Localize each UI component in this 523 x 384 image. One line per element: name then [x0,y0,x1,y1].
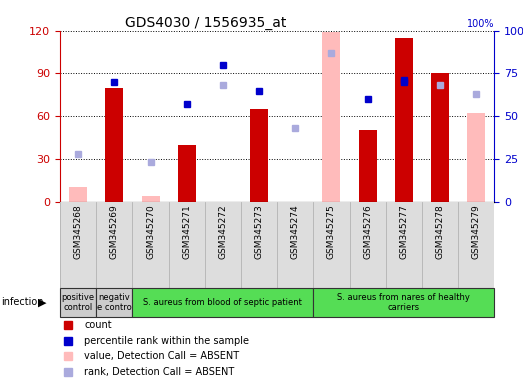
Bar [178,145,196,202]
Text: S. aureus from nares of healthy
carriers: S. aureus from nares of healthy carriers [337,293,470,312]
Bar [105,88,123,202]
Bar [132,288,313,317]
Text: negativ
e contro: negativ e contro [97,293,132,312]
Text: GSM345279: GSM345279 [472,204,481,259]
Text: count: count [84,320,111,330]
Text: GDS4030 / 1556935_at: GDS4030 / 1556935_at [126,16,287,30]
Bar [359,131,377,202]
Text: GSM345268: GSM345268 [74,204,83,259]
Text: GSM345269: GSM345269 [110,204,119,259]
Bar [467,113,485,202]
Bar [142,196,160,202]
Text: rank, Detection Call = ABSENT: rank, Detection Call = ABSENT [84,367,234,377]
Bar [96,288,132,317]
Text: GSM345273: GSM345273 [255,204,264,259]
Text: GSM345277: GSM345277 [399,204,408,259]
Text: GSM345272: GSM345272 [219,204,228,259]
Bar [60,288,96,317]
Text: GSM345270: GSM345270 [146,204,155,259]
Text: GSM345275: GSM345275 [327,204,336,259]
Text: GSM345274: GSM345274 [291,204,300,259]
Text: ▶: ▶ [38,297,47,308]
Text: 100%: 100% [467,19,494,29]
Bar [431,73,449,202]
Text: GSM345271: GSM345271 [182,204,191,259]
Bar [69,187,87,202]
Text: infection: infection [1,297,43,308]
Text: positive
control: positive control [62,293,95,312]
Text: value, Detection Call = ABSENT: value, Detection Call = ABSENT [84,351,239,361]
Text: S. aureus from blood of septic patient: S. aureus from blood of septic patient [143,298,302,307]
Bar [313,288,494,317]
Text: GSM345276: GSM345276 [363,204,372,259]
Bar [395,38,413,202]
Bar [250,109,268,202]
Bar [322,32,340,202]
Text: GSM345278: GSM345278 [436,204,445,259]
Text: percentile rank within the sample: percentile rank within the sample [84,336,249,346]
